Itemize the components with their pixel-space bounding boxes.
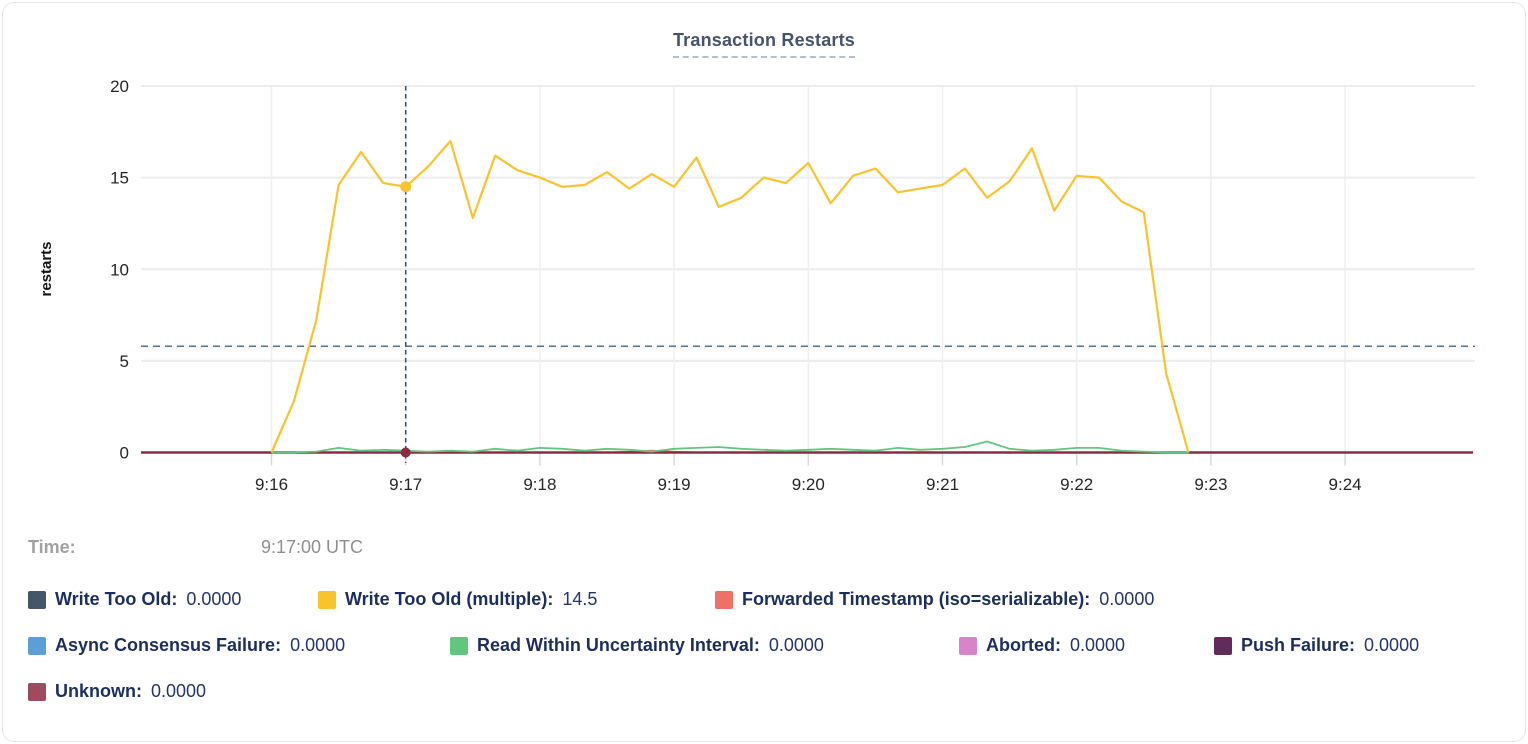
y-tick-label: 0 xyxy=(120,444,129,463)
x-tick-label: 9:22 xyxy=(1060,475,1093,494)
series-line-write-too-old-multiple xyxy=(270,139,1190,453)
transaction-restarts-chart[interactable]: 0 5 10 15 20 9:16 9:17 9:18 9:19 9:20 9:21 9:22 9:23… xyxy=(3,3,1528,511)
legend-label: Async Consensus Failure: xyxy=(55,635,282,655)
legend-swatch-aborted xyxy=(959,636,977,655)
x-tick-label: 9:20 xyxy=(792,475,825,494)
legend-value: 0.0000 xyxy=(151,681,207,701)
hover-time-label: Time: xyxy=(28,537,76,557)
hover-dot-write-too-old-multiple- xyxy=(400,181,412,193)
x-tick-label: 9:23 xyxy=(1194,475,1227,494)
legend-item-unknown: Unknown: 0.0000 xyxy=(28,681,206,702)
legend-label: Aborted: xyxy=(986,635,1061,655)
legend-value: 0.0000 xyxy=(290,635,346,655)
legend-row-2: Async Consensus Failure: 0.0000 Read Withi… xyxy=(3,635,1525,661)
legend-swatch-push-failure xyxy=(1214,636,1232,655)
legend-label: Unknown: xyxy=(55,681,142,701)
legend-item-read-within-uncertainty-interval: Read Within Uncertainty Interval: 0.0000 xyxy=(450,635,824,656)
legend-item-aborted: Aborted: 0.0000 xyxy=(959,635,1125,656)
legend-item-async-consensus-failure: Async Consensus Failure: 0.0000 xyxy=(28,635,345,656)
legend-value: 0.0000 xyxy=(1364,635,1420,655)
legend-swatch-write-too-old-multiple xyxy=(318,590,336,609)
legend-label: Read Within Uncertainty Interval: xyxy=(477,635,760,655)
legend-value: 0.0000 xyxy=(1070,635,1126,655)
legend-item-push-failure: Push Failure: 0.0000 xyxy=(1214,635,1419,656)
x-tick-label: 9:24 xyxy=(1329,475,1362,494)
y-tick-label: 10 xyxy=(110,260,129,279)
hover-time-value: 9:17:00 UTC xyxy=(261,537,364,557)
legend-label: Write Too Old (multiple): xyxy=(345,589,554,609)
series-line-read-within-uncertainty-interval xyxy=(271,440,1189,454)
x-tick-label: 9:19 xyxy=(658,475,691,494)
legend-value: 0.0000 xyxy=(768,635,824,655)
legend-swatch-async-consensus-failure xyxy=(28,636,46,655)
legend-row-1: Write Too Old: 0.0000 Write Too Old (multi… xyxy=(3,589,1525,615)
legend-value: 0.0000 xyxy=(1099,589,1155,609)
chart-header: Transaction Restarts xyxy=(3,30,1525,58)
legend-swatch-read-within-uncertainty-interval xyxy=(450,636,468,655)
legend-label: Push Failure: xyxy=(1241,635,1356,655)
legend-item-write-too-old-multiple: Write Too Old (multiple): 14.5 xyxy=(318,589,597,610)
hover-dot-unknown xyxy=(400,447,411,458)
x-tick-label: 9:18 xyxy=(523,475,556,494)
legend-item-forwarded-timestamp-iso-serializable: Forwarded Timestamp (iso=serializable): 0… xyxy=(715,589,1154,610)
legend-value: 0.0000 xyxy=(186,589,242,609)
x-tick-label: 9:21 xyxy=(926,475,959,494)
legend-swatch-forwarded-timestamp-iso-serializable xyxy=(715,590,733,609)
legend-value: 14.5 xyxy=(562,589,598,609)
legend-label: Write Too Old: xyxy=(55,589,178,609)
legend-swatch-unknown xyxy=(28,682,46,701)
y-tick-label: 20 xyxy=(110,77,129,96)
legend-swatch-write-too-old xyxy=(28,590,46,609)
chart-title[interactable]: Transaction Restarts xyxy=(672,30,856,58)
y-tick-label: 15 xyxy=(110,169,129,188)
x-tick-label: 9:16 xyxy=(255,475,288,494)
legend-row-3: Unknown: 0.0000 xyxy=(3,681,1525,707)
legend-item-write-too-old: Write Too Old: 0.0000 xyxy=(28,589,241,610)
legend-label: Forwarded Timestamp (iso=serializable): xyxy=(742,589,1091,609)
y-tick-label: 5 xyxy=(120,352,129,371)
x-tick-label: 9:17 xyxy=(389,475,422,494)
y-axis-title: restarts xyxy=(38,241,55,296)
